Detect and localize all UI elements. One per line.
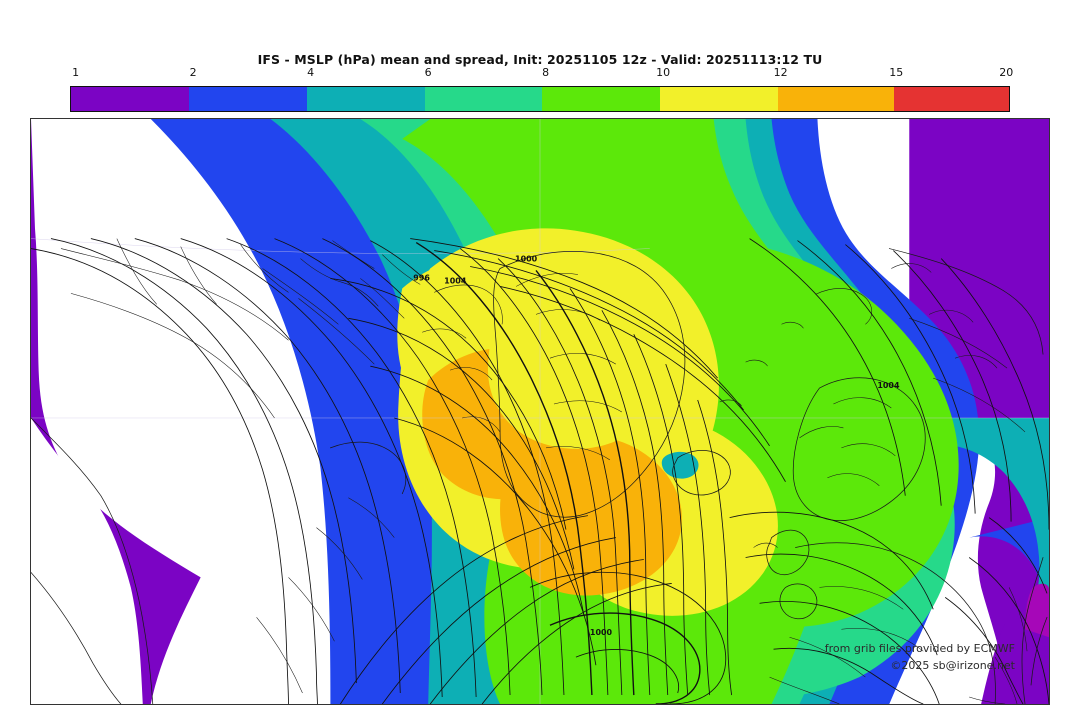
colorbar-segment-6-8	[424, 87, 543, 111]
band-10-12-interior	[487, 276, 666, 449]
colorbar-tick-12: 12	[773, 66, 788, 79]
colorbar-segment-4-6	[306, 87, 425, 111]
band-12-15-se	[500, 434, 682, 596]
colorbar-tick-6: 6	[424, 66, 432, 79]
colorbar-tick-1: 1	[72, 66, 80, 79]
map-canvas: 1000 1000 1004 996 1004 1004	[31, 119, 1049, 704]
colorbar-segment-8-10	[542, 87, 661, 111]
colorbar-segment-10-12	[660, 87, 779, 111]
colorbar-tick-8: 8	[542, 66, 550, 79]
graticule-layer	[31, 119, 1049, 704]
colorbar-swatches	[70, 86, 1010, 112]
mslp-contour-layer	[31, 238, 1049, 704]
page-title: IFS - MSLP (hPa) mean and spread, Init: …	[257, 52, 823, 67]
colorbar-segment-15-20	[894, 87, 1010, 111]
colorbar-tick-2: 2	[189, 66, 197, 79]
colorbar-segment-1-2	[71, 87, 189, 111]
spread-colorbar	[70, 86, 1010, 112]
contour-label-4: 1004	[877, 381, 900, 390]
contour-label-1: 1000	[590, 628, 613, 637]
contour-label-0: 1000	[515, 255, 538, 264]
colorbar-tick-15: 15	[889, 66, 904, 79]
band-4-6-east	[909, 417, 1049, 643]
colorbar-tick-10: 10	[656, 66, 671, 79]
contour-label-2: 1004	[444, 276, 467, 285]
colorbar-segment-2-4	[188, 87, 307, 111]
colorbar-tick-20: 20	[999, 66, 1014, 79]
colorbar-segment-12-15	[778, 87, 895, 111]
map-panel[interactable]: 1000 1000 1004 996 1004 1004 from grib f…	[30, 118, 1050, 705]
spread-shading-layer	[31, 119, 1049, 704]
colorbar-tick-4: 4	[307, 66, 315, 79]
band-under-1-wedge	[31, 417, 143, 704]
contour-label-layer: 1000 1000 1004 996 1004 1004	[413, 255, 900, 638]
spread-minimum-speck	[661, 451, 699, 479]
contour-label-3: 996	[413, 273, 430, 282]
colorbar-tick-labels: 1 2 4 6 8 10 12 15 20	[70, 66, 1014, 82]
